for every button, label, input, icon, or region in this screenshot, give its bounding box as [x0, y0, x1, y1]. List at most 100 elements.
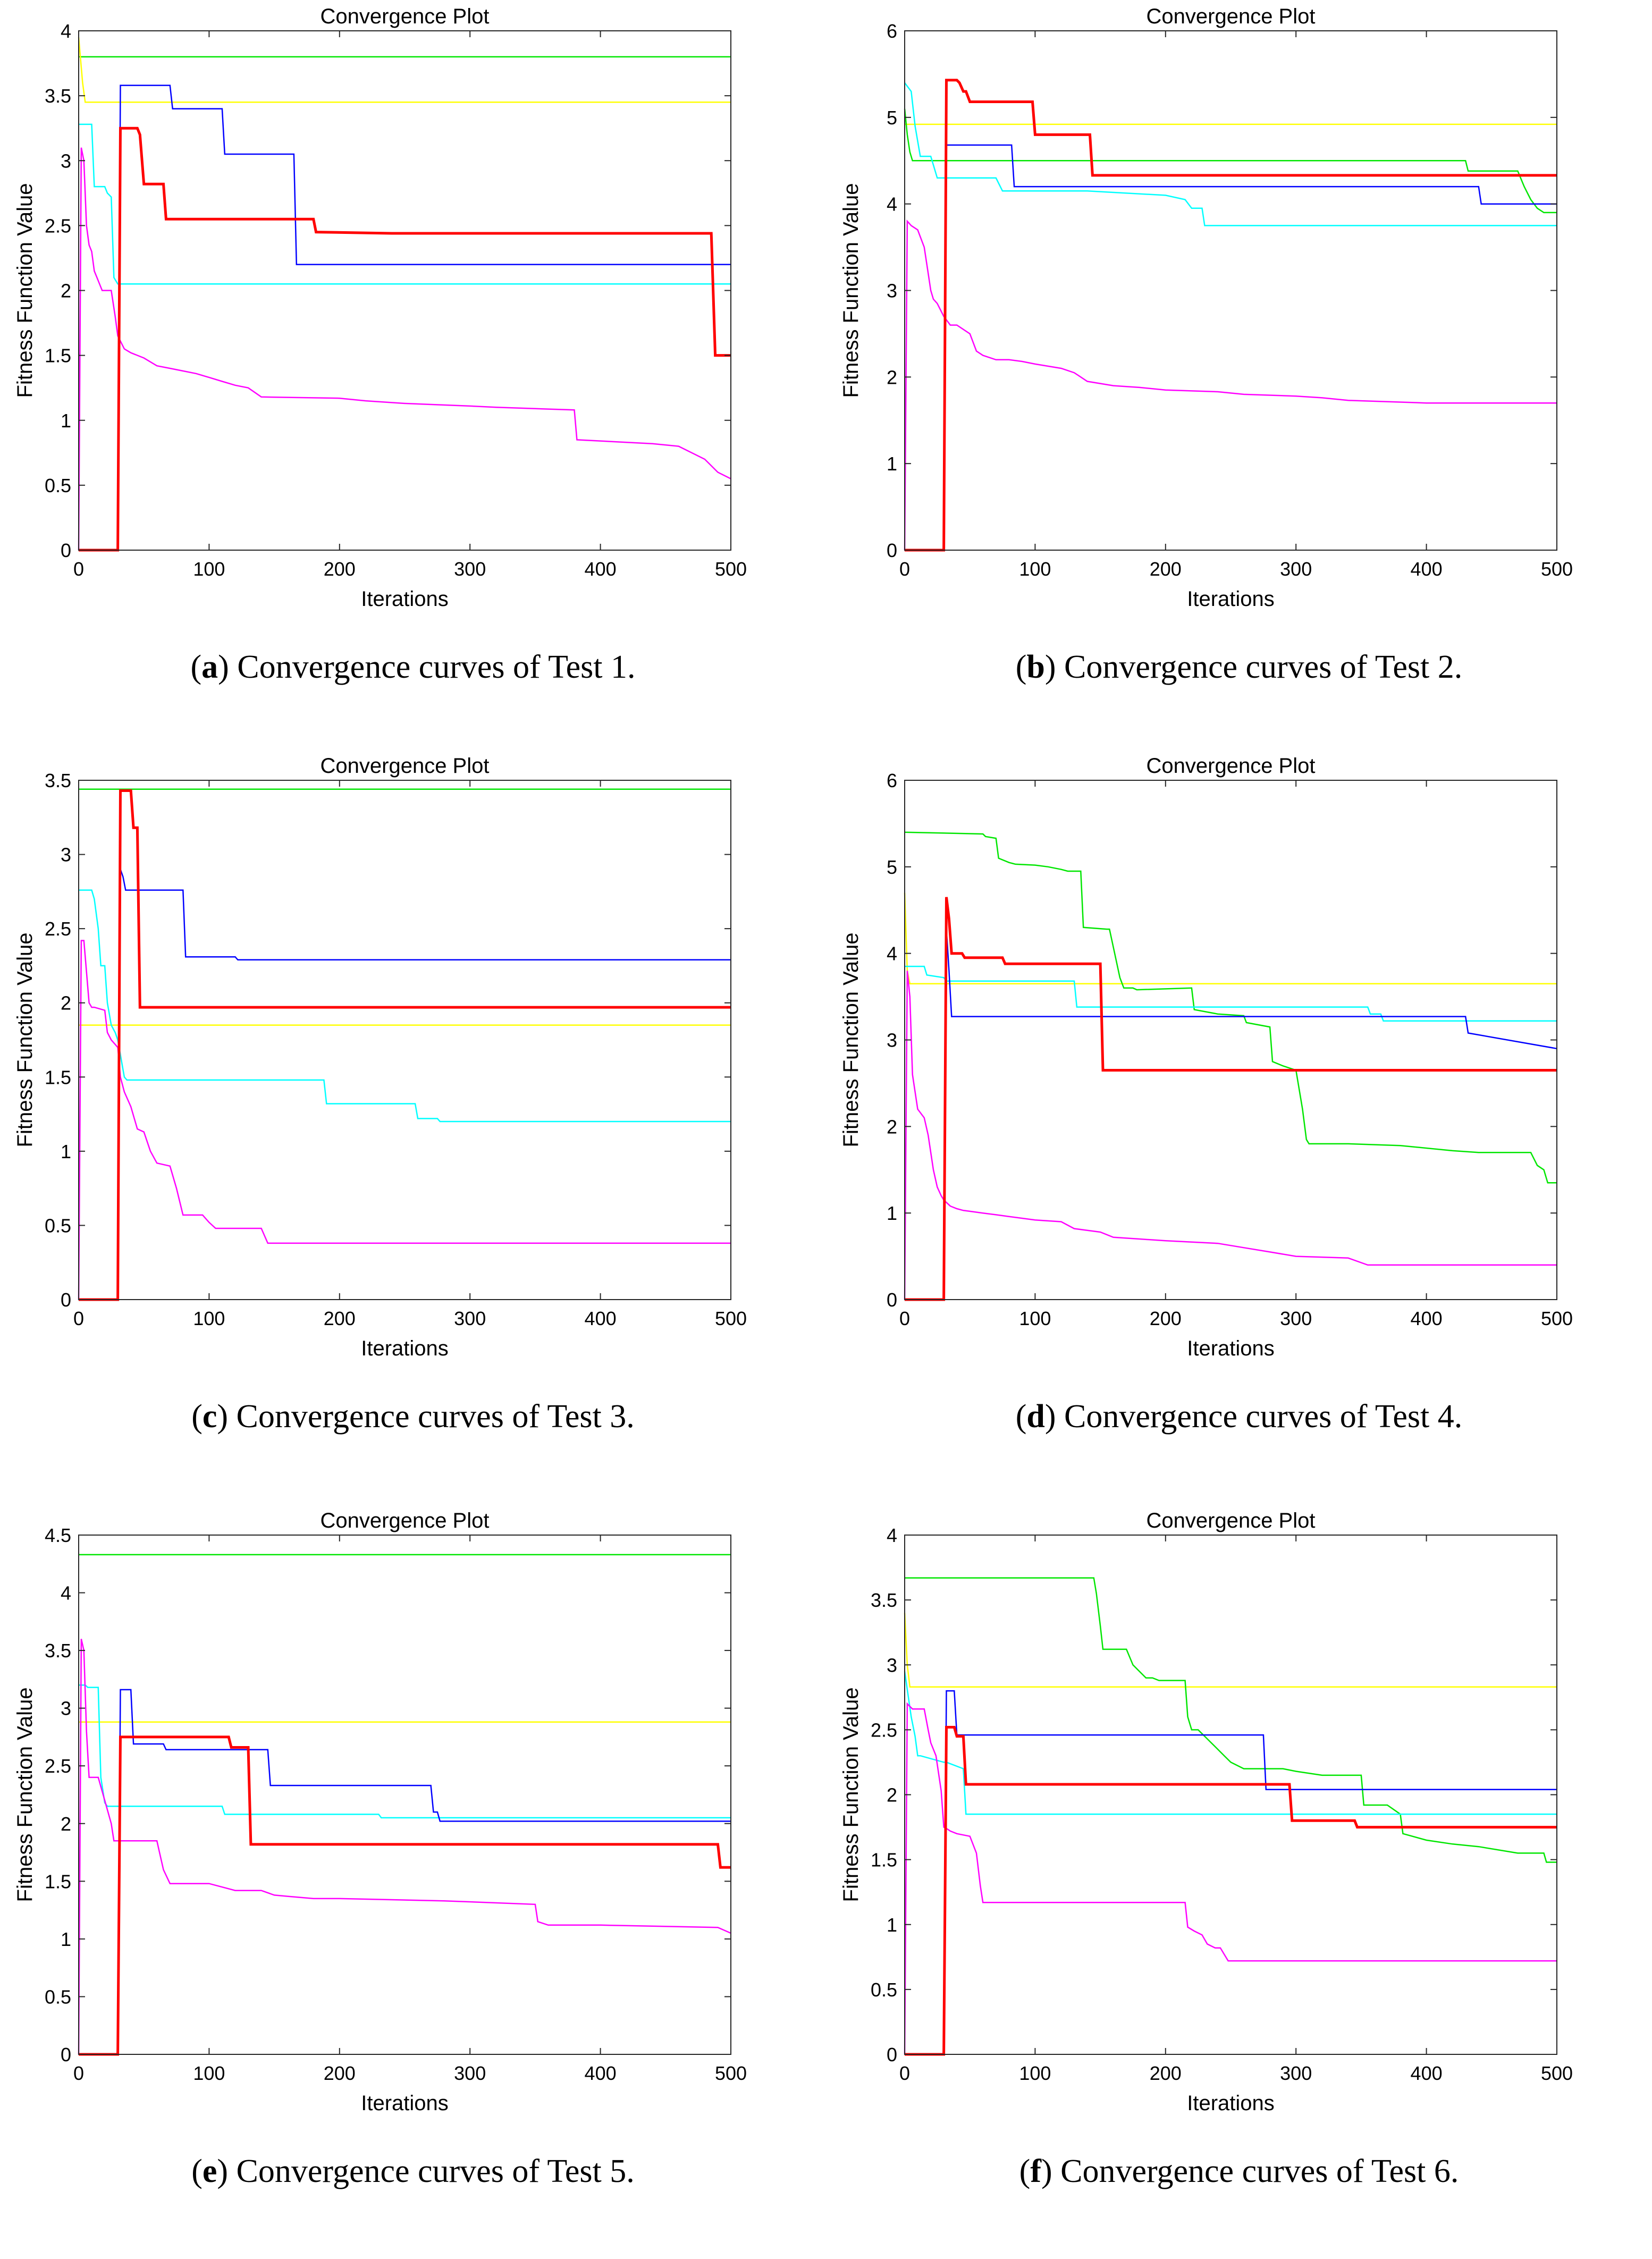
series-line-magenta: [904, 219, 1557, 551]
y-tick-label: 3.5: [871, 1589, 897, 1611]
plot-area: [905, 31, 1557, 550]
y-tick-label: 0.5: [45, 475, 71, 496]
x-tick-label: 200: [324, 558, 356, 580]
x-axis-label: Iterations: [1187, 2092, 1275, 2115]
y-tick-label: 1: [61, 1928, 71, 1950]
y-tick-label: 0.5: [45, 1215, 71, 1236]
x-axis-label: Iterations: [1187, 587, 1275, 611]
x-tick-label: 400: [585, 2062, 617, 2084]
x-tick-label: 200: [324, 2062, 356, 2084]
y-tick-label: 3: [887, 1030, 897, 1051]
x-tick-label: 100: [193, 2062, 225, 2084]
x-tick-label: 200: [1150, 2062, 1182, 2084]
convergence-chart-test-1: 0 100 200 300 400 500 0 0.5 1 1.5 2 2.5 3 3.5 4 Converg…: [13, 5, 747, 611]
y-tick-label: 3.5: [45, 85, 71, 107]
y-tick-label: 2.5: [45, 918, 71, 940]
y-tick-label: 2: [887, 1784, 897, 1806]
chart-panel-test-3: 0 100 200 300 400 500 0 0.5 1 1.5 2 2.5 3 3.5 Converge…: [0, 749, 826, 1504]
x-tick-label: 100: [1019, 2062, 1051, 2084]
plot-area: [905, 1535, 1557, 2054]
x-tick-label: 100: [193, 1308, 225, 1329]
convergence-chart-test-5: 0 100 200 300 400 500 0 0.5 1 1.5 2 2.5 3 3.5 4 4.5 Conv…: [13, 1509, 747, 2115]
y-axis-label: Fitness Function Value: [839, 183, 863, 398]
x-tick-label: 300: [454, 2062, 486, 2084]
caption-text: ) Convergence curves of Test 6.: [1041, 2153, 1459, 2189]
plot-area: [905, 780, 1557, 1300]
y-tick-label: 4: [887, 1524, 897, 1546]
plot-area: [79, 1535, 731, 2054]
y-axis-label: Fitness Function Value: [13, 1688, 37, 1902]
chart-title: Convergence Plot: [321, 1509, 490, 1532]
series-line-magenta: [78, 940, 731, 1300]
caption-letter: e: [202, 2153, 217, 2189]
caption-text: ) Convergence curves of Test 4.: [1044, 1398, 1463, 1435]
y-tick-label: 3: [887, 1654, 897, 1676]
axes-box: [78, 1535, 731, 2055]
y-tick-label: 3: [887, 280, 897, 302]
series-line-magenta: [904, 1702, 1557, 2055]
caption-open: (: [1015, 649, 1027, 685]
series-line-cyan: [79, 123, 731, 285]
series-group: [904, 1577, 1557, 2056]
chart-title: Convergence Plot: [1147, 1509, 1316, 1532]
convergence-chart-test-2: 0 100 200 300 400 500 0 1 2 3 4 5 6 Convergence Plot I…: [839, 5, 1573, 611]
x-axis-label: Iterations: [1187, 1337, 1275, 1360]
y-tick-label: 6: [887, 770, 897, 791]
y-tick-label: 2.5: [45, 215, 71, 237]
convergence-chart-test-4: 0 100 200 300 400 500 0 1 2 3 4 5 6 Convergence Plot I…: [839, 754, 1573, 1360]
y-tick-label: 0: [61, 540, 71, 561]
caption-test-6: (f) Convergence curves of Test 6.: [826, 2153, 1652, 2190]
x-tick-label: 500: [1541, 1308, 1573, 1329]
chart-title: Convergence Plot: [321, 5, 490, 28]
plot-area: [79, 31, 731, 550]
y-tick-label: 3.5: [45, 1640, 71, 1662]
series-line-cyan: [904, 82, 1557, 226]
series-group: [78, 1554, 731, 2056]
y-tick-label: 6: [887, 20, 897, 42]
x-tick-label: 100: [193, 558, 225, 580]
series-line-yellow: [78, 37, 731, 103]
y-tick-label: 2: [61, 992, 71, 1014]
x-tick-label: 300: [1280, 558, 1312, 580]
caption-letter: d: [1026, 1398, 1045, 1435]
x-tick-label: 0: [73, 2062, 84, 2084]
y-tick-label: 4.5: [45, 1524, 71, 1546]
y-tick-label: 2.5: [45, 1755, 71, 1777]
y-tick-label: 3.5: [45, 770, 71, 791]
y-tick-label: 1: [61, 1141, 71, 1162]
series-line-cyan: [905, 965, 1557, 1022]
y-tick-label: 1: [887, 1914, 897, 1936]
caption-test-5: (e) Convergence curves of Test 5.: [0, 2153, 826, 2190]
series-line-green: [905, 1577, 1557, 1863]
x-axis-label: Iterations: [361, 1337, 449, 1360]
chart-panel-test-2: 0 100 200 300 400 500 0 1 2 3 4 5 6 Convergence Plot I…: [826, 0, 1652, 755]
series-line-green: [904, 108, 1557, 214]
y-tick-label: 2: [61, 1813, 71, 1835]
series-line-cyan: [904, 1671, 1557, 1815]
series-line-red: [905, 1726, 1557, 2056]
chart-title: Convergence Plot: [1147, 5, 1316, 28]
y-tick-label: 4: [887, 193, 897, 215]
y-tick-label: 4: [61, 1582, 71, 1604]
y-tick-label: 2: [887, 1116, 897, 1137]
series-line-red: [79, 789, 731, 1301]
series-line-magenta: [78, 147, 731, 551]
caption-open: (: [1015, 1398, 1027, 1435]
x-tick-label: 500: [1541, 2062, 1573, 2084]
caption-test-3: (c) Convergence curves of Test 3.: [0, 1398, 826, 1436]
series-line-yellow: [904, 1613, 1557, 1688]
x-tick-label: 500: [715, 1308, 747, 1329]
y-tick-label: 1.5: [45, 1066, 71, 1088]
y-tick-label: 0: [887, 540, 897, 561]
y-tick-label: 1: [887, 1202, 897, 1224]
chart-panel-test-6: 0 100 200 300 400 500 0 0.5 1 1.5 2 2.5 3 3.5 4 Converg…: [826, 1504, 1652, 2259]
x-tick-label: 300: [1280, 2062, 1312, 2084]
caption-open: (: [1019, 2153, 1031, 2189]
y-tick-label: 3: [61, 1698, 71, 1719]
chart-title: Convergence Plot: [321, 754, 490, 778]
caption-letter: c: [202, 1398, 217, 1435]
caption-text: ) Convergence curves of Test 2.: [1044, 649, 1463, 685]
y-tick-label: 0.5: [45, 1986, 71, 2008]
y-tick-label: 0: [887, 1289, 897, 1311]
x-tick-label: 400: [1411, 2062, 1443, 2084]
